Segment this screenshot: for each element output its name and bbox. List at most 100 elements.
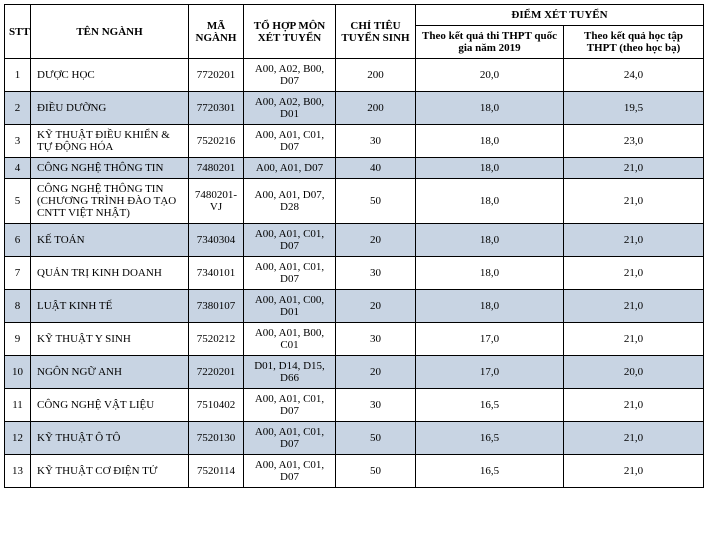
- table-row: 1DƯỢC HỌC7720201A00, A02, B00, D0720020,…: [5, 59, 704, 92]
- cell-score1: 18,0: [416, 158, 564, 179]
- cell-stt: 3: [5, 125, 31, 158]
- table-row: 11CÔNG NGHỆ VẬT LIỆU7510402A00, A01, C01…: [5, 389, 704, 422]
- cell-combo: A00, A01, C01, D07: [244, 389, 336, 422]
- cell-code: 7220201: [189, 356, 244, 389]
- cell-score1: 18,0: [416, 92, 564, 125]
- admission-table: STT TÊN NGÀNH MÃ NGÀNH TỔ HỢP MÔN XÉT TU…: [4, 4, 704, 488]
- cell-stt: 2: [5, 92, 31, 125]
- cell-score2: 21,0: [564, 422, 704, 455]
- cell-combo: A00, A01, C01, D07: [244, 125, 336, 158]
- cell-code: 7380107: [189, 290, 244, 323]
- cell-quota: 30: [336, 125, 416, 158]
- table-row: 5CÔNG NGHỆ THÔNG TIN (CHƯƠNG TRÌNH ĐÀO T…: [5, 179, 704, 224]
- cell-code: 7480201-VJ: [189, 179, 244, 224]
- cell-name: KẾ TOÁN: [31, 224, 189, 257]
- cell-code: 7720301: [189, 92, 244, 125]
- cell-code: 7340101: [189, 257, 244, 290]
- cell-quota: 20: [336, 356, 416, 389]
- cell-combo: A00, A02, B00, D07: [244, 59, 336, 92]
- cell-name: KỸ THUẬT Ô TÔ: [31, 422, 189, 455]
- cell-quota: 30: [336, 323, 416, 356]
- cell-score2: 20,0: [564, 356, 704, 389]
- cell-combo: A00, A01, B00, C01: [244, 323, 336, 356]
- cell-stt: 11: [5, 389, 31, 422]
- header-score2: Theo kết quả học tập THPT (theo học bạ): [564, 26, 704, 59]
- cell-combo: A00, A01, D07, D28: [244, 179, 336, 224]
- cell-combo: A00, A01, C01, D07: [244, 224, 336, 257]
- table-body: 1DƯỢC HỌC7720201A00, A02, B00, D0720020,…: [5, 59, 704, 488]
- cell-code: 7520212: [189, 323, 244, 356]
- cell-code: 7520216: [189, 125, 244, 158]
- cell-quota: 30: [336, 389, 416, 422]
- cell-score2: 21,0: [564, 224, 704, 257]
- cell-quota: 50: [336, 455, 416, 488]
- header-code: MÃ NGÀNH: [189, 5, 244, 59]
- cell-name: KỸ THUẬT ĐIỀU KHIỂN & TỰ ĐỘNG HÓA: [31, 125, 189, 158]
- header-name: TÊN NGÀNH: [31, 5, 189, 59]
- cell-stt: 6: [5, 224, 31, 257]
- cell-combo: D01, D14, D15, D66: [244, 356, 336, 389]
- header-quota: CHỈ TIÊU TUYỂN SINH: [336, 5, 416, 59]
- cell-name: KỸ THUẬT CƠ ĐIỆN TỬ: [31, 455, 189, 488]
- cell-combo: A00, A01, C01, D07: [244, 422, 336, 455]
- table-row: 3KỸ THUẬT ĐIỀU KHIỂN & TỰ ĐỘNG HÓA752021…: [5, 125, 704, 158]
- cell-score2: 21,0: [564, 323, 704, 356]
- cell-code: 7520114: [189, 455, 244, 488]
- cell-score1: 18,0: [416, 179, 564, 224]
- cell-score1: 17,0: [416, 323, 564, 356]
- cell-stt: 10: [5, 356, 31, 389]
- table-row: 9KỸ THUẬT Y SINH7520212A00, A01, B00, C0…: [5, 323, 704, 356]
- table-row: 12KỸ THUẬT Ô TÔ7520130A00, A01, C01, D07…: [5, 422, 704, 455]
- cell-quota: 20: [336, 290, 416, 323]
- cell-score2: 21,0: [564, 179, 704, 224]
- cell-score1: 18,0: [416, 125, 564, 158]
- table-row: 13KỸ THUẬT CƠ ĐIỆN TỬ7520114A00, A01, C0…: [5, 455, 704, 488]
- table-row: 2ĐIỀU DƯỠNG7720301A00, A02, B00, D012001…: [5, 92, 704, 125]
- cell-name: CÔNG NGHỆ VẬT LIỆU: [31, 389, 189, 422]
- cell-name: CÔNG NGHỆ THÔNG TIN (CHƯƠNG TRÌNH ĐÀO TẠ…: [31, 179, 189, 224]
- cell-score1: 18,0: [416, 290, 564, 323]
- cell-quota: 200: [336, 92, 416, 125]
- cell-quota: 50: [336, 179, 416, 224]
- table-row: 6KẾ TOÁN7340304A00, A01, C01, D072018,02…: [5, 224, 704, 257]
- cell-name: ĐIỀU DƯỠNG: [31, 92, 189, 125]
- cell-score2: 21,0: [564, 257, 704, 290]
- cell-stt: 5: [5, 179, 31, 224]
- cell-score1: 16,5: [416, 389, 564, 422]
- cell-score2: 24,0: [564, 59, 704, 92]
- table-row: 7QUẢN TRỊ KINH DOANH7340101A00, A01, C01…: [5, 257, 704, 290]
- cell-score1: 20,0: [416, 59, 564, 92]
- cell-combo: A00, A01, C01, D07: [244, 257, 336, 290]
- header-score-group: ĐIỂM XÉT TUYỂN: [416, 5, 704, 26]
- cell-quota: 40: [336, 158, 416, 179]
- cell-stt: 13: [5, 455, 31, 488]
- cell-score2: 23,0: [564, 125, 704, 158]
- cell-stt: 12: [5, 422, 31, 455]
- cell-score1: 16,5: [416, 455, 564, 488]
- cell-quota: 30: [336, 257, 416, 290]
- cell-score2: 21,0: [564, 158, 704, 179]
- cell-stt: 9: [5, 323, 31, 356]
- cell-score1: 17,0: [416, 356, 564, 389]
- table-row: 8LUẬT KINH TẾ7380107A00, A01, C00, D0120…: [5, 290, 704, 323]
- cell-quota: 50: [336, 422, 416, 455]
- cell-combo: A00, A01, D07: [244, 158, 336, 179]
- cell-name: KỸ THUẬT Y SINH: [31, 323, 189, 356]
- cell-name: NGÔN NGỮ ANH: [31, 356, 189, 389]
- cell-score2: 19,5: [564, 92, 704, 125]
- cell-score1: 16,5: [416, 422, 564, 455]
- cell-score1: 18,0: [416, 224, 564, 257]
- cell-stt: 7: [5, 257, 31, 290]
- cell-code: 7480201: [189, 158, 244, 179]
- table-header: STT TÊN NGÀNH MÃ NGÀNH TỔ HỢP MÔN XÉT TU…: [5, 5, 704, 59]
- cell-stt: 4: [5, 158, 31, 179]
- cell-score2: 21,0: [564, 455, 704, 488]
- cell-name: DƯỢC HỌC: [31, 59, 189, 92]
- cell-score1: 18,0: [416, 257, 564, 290]
- cell-score2: 21,0: [564, 290, 704, 323]
- header-combo: TỔ HỢP MÔN XÉT TUYỂN: [244, 5, 336, 59]
- header-score1: Theo kết quả thi THPT quốc gia năm 2019: [416, 26, 564, 59]
- cell-code: 7520130: [189, 422, 244, 455]
- cell-score2: 21,0: [564, 389, 704, 422]
- cell-combo: A00, A01, C00, D01: [244, 290, 336, 323]
